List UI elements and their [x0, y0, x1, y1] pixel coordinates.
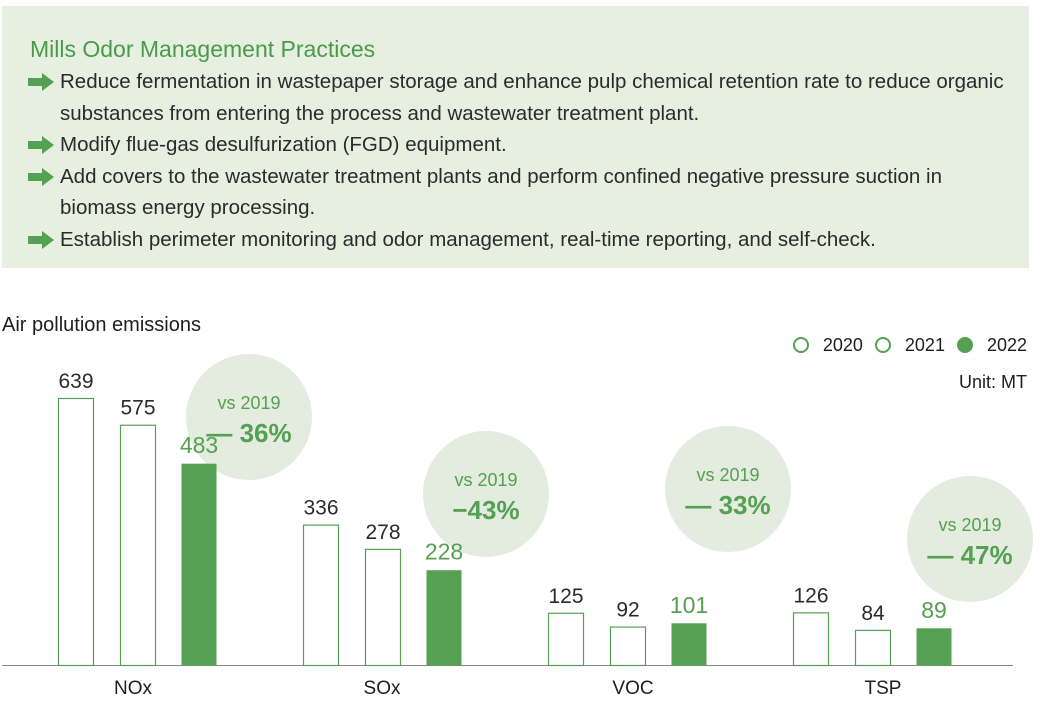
bar-2020-TSP	[792, 612, 830, 667]
practice-text: Add covers to the wastewater treatment p…	[60, 164, 942, 220]
comparison-bubble	[186, 354, 312, 480]
data-label: 125	[548, 585, 583, 608]
bar-2020-SOx	[302, 524, 340, 667]
comparison-value: — 47%	[927, 540, 1012, 570]
practice-item: Modify flue-gas desulfurization (FGD) eq…	[28, 129, 1018, 161]
practice-text: Modify flue-gas desulfurization (FGD) eq…	[60, 133, 507, 156]
category-label: SOx	[364, 678, 401, 699]
bar-2020-NOx	[57, 397, 95, 667]
data-label: 84	[861, 602, 885, 625]
bar-2020-VOC	[547, 612, 585, 667]
comparison-label: vs 2019	[696, 465, 759, 485]
data-label: 336	[303, 497, 338, 520]
comparison-label: vs 2019	[217, 393, 280, 413]
practice-item: Reduce fermentation in wastepaper storag…	[28, 66, 1018, 129]
arrow-right-icon	[28, 73, 54, 91]
comparison-value: — 33%	[685, 490, 770, 520]
legend-label: 2021	[904, 334, 945, 355]
data-label: 575	[120, 397, 155, 420]
practice-text: Reduce fermentation in wastepaper storag…	[60, 70, 1004, 125]
legend-swatch-outline	[874, 337, 891, 353]
legend-entry-2021: 2021	[874, 334, 945, 356]
practice-item: Establish perimeter monitoring and odor …	[28, 224, 1018, 256]
data-label: 483	[180, 432, 218, 458]
bar-2022-VOC	[671, 623, 707, 666]
legend-swatch-filled	[956, 337, 973, 353]
arrow-right-icon	[28, 230, 54, 249]
legend-swatch-outline	[792, 337, 809, 353]
bar-2022-SOx	[426, 570, 462, 666]
chart-legend: 2020 2021 2022	[792, 334, 1027, 356]
data-label: 639	[58, 370, 93, 393]
comparison-label: vs 2019	[938, 515, 1001, 535]
legend-label: 2022	[986, 334, 1027, 355]
data-label: 278	[365, 521, 400, 544]
data-label: 92	[616, 599, 639, 622]
bar-2021-TSP	[854, 629, 892, 667]
data-label: 228	[425, 539, 463, 565]
data-label: 101	[670, 592, 708, 618]
arrow-right-icon	[28, 167, 54, 186]
bar-2022-NOx	[181, 463, 217, 666]
bar-2021-SOx	[364, 548, 402, 667]
bar-2021-NOx	[119, 424, 157, 667]
category-label: NOx	[114, 678, 153, 699]
arrow-right-icon	[28, 136, 54, 154]
practice-text: Establish perimeter monitoring and odor …	[60, 227, 876, 251]
comparison-value: −43%	[452, 495, 519, 525]
unit-label: Unit: MT	[958, 372, 1027, 392]
category-label: TSP	[865, 678, 902, 699]
comparison-value: — 36%	[206, 418, 291, 448]
comparison-bubble	[907, 476, 1033, 602]
bar-2022-TSP	[916, 628, 952, 666]
legend-entry-2022: 2022	[956, 334, 1027, 356]
legend-entry-2020: 2020	[792, 334, 863, 356]
odor-practices-panel: Mills Odor Management Practices Reduce f…	[2, 6, 1029, 268]
data-label: 126	[793, 584, 828, 607]
practices-title: Mills Odor Management Practices	[30, 36, 376, 62]
practices-list: Reduce fermentation in wastepaper storag…	[28, 66, 1018, 255]
comparison-label: vs 2019	[454, 470, 517, 490]
practice-item: Add covers to the wastewater treatment p…	[28, 161, 1018, 224]
bar-2021-VOC	[609, 626, 647, 667]
comparison-bubble	[423, 431, 549, 557]
chart-title: Air pollution emissions	[2, 314, 201, 336]
comparison-bubble	[665, 426, 791, 552]
legend-label: 2020	[822, 334, 863, 355]
data-label: 89	[921, 597, 947, 623]
category-label: VOC	[612, 678, 653, 699]
